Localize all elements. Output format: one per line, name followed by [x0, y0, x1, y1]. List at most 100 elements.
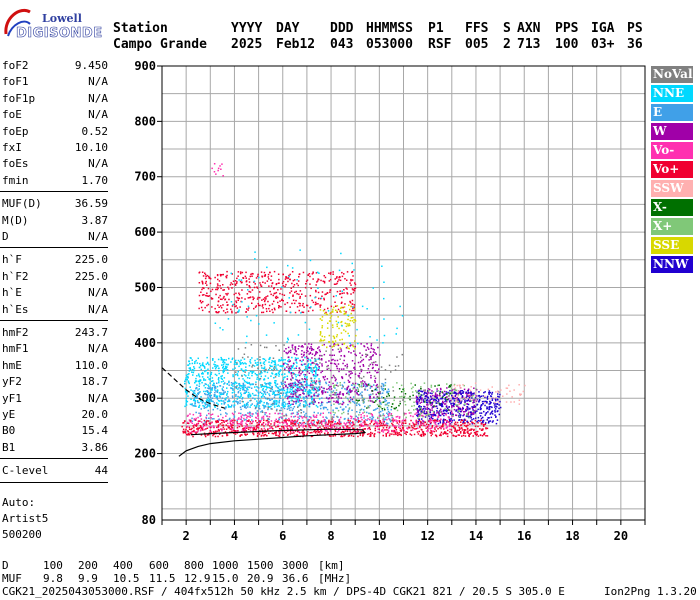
echo-point — [290, 428, 292, 430]
echo-point — [312, 367, 315, 369]
echo-point — [307, 394, 310, 396]
echo-point — [201, 363, 204, 366]
echo-point — [471, 418, 473, 421]
echo-point — [297, 381, 300, 383]
echo-point — [311, 353, 314, 355]
echo-point — [454, 428, 456, 430]
echo-point — [305, 351, 308, 354]
echo-point — [300, 381, 302, 384]
echo-point — [379, 415, 382, 417]
echo-point — [368, 365, 370, 367]
echo-point — [237, 297, 239, 299]
echo-point — [214, 387, 217, 389]
echo-point — [319, 350, 321, 353]
echo-point — [376, 364, 378, 366]
echo-point — [214, 361, 216, 363]
echo-point — [329, 345, 331, 347]
echo-point — [262, 431, 264, 433]
echo-point — [262, 385, 264, 387]
echo-point — [380, 422, 383, 425]
echo-point — [477, 435, 480, 437]
echo-point — [323, 378, 326, 381]
echo-point — [411, 405, 413, 407]
echo-point — [185, 401, 188, 403]
echo-point — [324, 422, 326, 424]
echo-point — [207, 405, 209, 407]
echo-point — [294, 378, 297, 381]
echo-point — [266, 295, 269, 297]
echo-point — [203, 384, 205, 387]
echo-point — [281, 282, 284, 285]
echo-point — [386, 418, 388, 421]
echo-point — [270, 382, 272, 385]
echo-point — [261, 305, 264, 307]
echo-point — [318, 422, 321, 425]
echo-point — [277, 391, 280, 394]
echo-point — [426, 426, 429, 428]
echo-point — [297, 357, 299, 360]
echo-point — [418, 409, 420, 411]
echo-point — [337, 348, 340, 350]
echo-point — [274, 376, 277, 378]
echo-point — [453, 403, 456, 405]
echo-point — [350, 317, 353, 319]
echo-point — [356, 411, 358, 413]
echo-point — [370, 377, 372, 379]
echo-point — [352, 435, 355, 437]
echo-point — [476, 433, 478, 435]
echo-point — [247, 396, 250, 398]
echo-point — [408, 427, 411, 429]
echo-point — [259, 361, 262, 364]
echo-point — [310, 370, 312, 372]
echo-point — [333, 343, 336, 345]
echo-point — [269, 384, 271, 387]
echo-point — [497, 395, 499, 398]
echo-point — [464, 399, 466, 402]
echo-point — [455, 430, 458, 432]
echo-point — [450, 384, 452, 386]
echo-point — [366, 372, 369, 374]
echo-point — [263, 300, 266, 303]
echo-point — [367, 348, 370, 350]
echo-point — [283, 430, 286, 433]
echo-point — [349, 308, 351, 311]
echo-point — [363, 432, 365, 435]
echo-point — [263, 358, 266, 360]
echo-point — [454, 430, 456, 432]
echo-point — [287, 368, 290, 370]
echo-point — [273, 406, 276, 408]
echo-point — [455, 400, 458, 402]
echo-point — [295, 434, 298, 436]
echo-point — [227, 406, 230, 408]
echo-point — [222, 380, 225, 382]
echo-point — [304, 390, 306, 392]
echo-point — [199, 412, 202, 415]
echo-point — [321, 359, 323, 361]
echo-point — [264, 274, 267, 276]
echo-point — [201, 309, 204, 312]
echo-point — [203, 379, 205, 381]
echo-point — [304, 381, 306, 383]
echo-point — [302, 271, 305, 274]
echo-point — [219, 409, 222, 411]
echo-point — [220, 413, 222, 416]
echo-point — [199, 299, 202, 302]
echo-point — [328, 381, 331, 383]
echo-point — [412, 423, 415, 425]
echo-point — [387, 413, 389, 416]
echo-point — [253, 426, 255, 429]
echo-point — [458, 429, 460, 432]
echo-point — [240, 421, 242, 423]
echo-point — [343, 431, 345, 433]
echo-point — [422, 399, 425, 401]
echo-point — [432, 412, 435, 415]
echo-point — [280, 388, 282, 391]
echo-point — [461, 429, 464, 431]
echo-point — [257, 395, 260, 397]
echo-point — [354, 287, 357, 289]
echo-point — [496, 419, 499, 421]
echo-point — [222, 393, 225, 395]
echo-point — [322, 425, 324, 427]
echo-point — [187, 422, 190, 425]
echo-point — [226, 419, 228, 422]
